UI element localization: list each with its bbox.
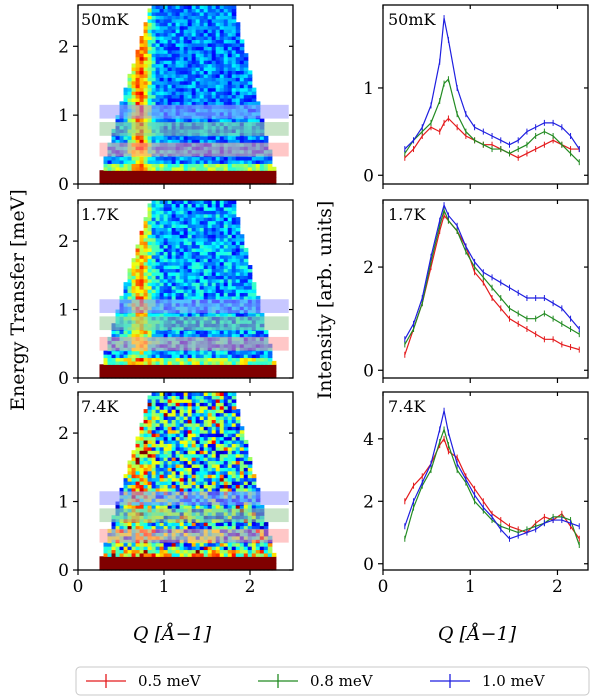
integration-band xyxy=(99,336,289,351)
right-x-axis-label: Q [Å−1] xyxy=(438,623,517,645)
y-tick-label: 1 xyxy=(58,106,69,126)
y-tick-label: 1 xyxy=(58,301,69,321)
heatmap-frame xyxy=(77,391,294,571)
heatmap-panel-7.4K xyxy=(99,392,289,571)
lineplot-panel-50mK xyxy=(404,15,580,166)
lineplot-frame xyxy=(382,199,589,379)
heatmap-panel-50mK xyxy=(99,5,289,185)
legend-label: 0.5 meV xyxy=(138,672,202,690)
y-tick-label: 0 xyxy=(363,361,374,381)
y-tick-label: 0 xyxy=(363,555,374,575)
heatmap-layer xyxy=(99,5,289,571)
left-y-axis-label: Energy Transfer [meV] xyxy=(7,189,29,411)
series-line xyxy=(404,78,580,163)
x-tick-label: 1 xyxy=(465,577,476,597)
y-tick-label: 0 xyxy=(58,175,69,195)
heatmap-frame xyxy=(77,199,294,379)
series-line xyxy=(404,17,580,150)
x-tick-label: 1 xyxy=(159,577,170,597)
legend-item: 1.0 meV xyxy=(430,672,546,690)
y-tick-label: 2 xyxy=(58,37,69,57)
x-tick-label: 2 xyxy=(245,577,256,597)
series-line xyxy=(404,427,580,546)
axes-layer: 0 1 2 50mK 0 1 2 1.7K 0 1 2 0 1 2 7.4K 0 1 50mK 0 2 1.7K 0 1 2 0… xyxy=(58,4,589,597)
legend-label: 0.8 meV xyxy=(310,672,374,690)
x-tick-label: 0 xyxy=(73,577,84,597)
legend: 0.5 meV 0.8 meV 1.0 meV xyxy=(75,666,590,696)
y-tick-label: 1 xyxy=(363,79,374,99)
heatmap-panel-label: 1.7K xyxy=(81,205,119,224)
series-line xyxy=(404,410,580,540)
legend-item: 0.8 meV xyxy=(258,672,374,690)
heatmap-panel-label: 50mK xyxy=(81,10,130,29)
y-tick-label: 2 xyxy=(363,258,374,278)
integration-band xyxy=(99,122,289,136)
x-tick-label: 2 xyxy=(552,577,563,597)
integration-band xyxy=(99,142,289,157)
y-tick-label: 0 xyxy=(58,369,69,389)
lineplot-panel-7.4K xyxy=(404,407,580,549)
series-line xyxy=(404,214,580,355)
right-y-axis-label: Intensity [arb. units] xyxy=(314,201,336,400)
lineplot-panel-label: 1.7K xyxy=(388,205,426,224)
heatmap-panel-label: 7.4K xyxy=(81,397,119,416)
left-x-axis-label: Q [Å−1] xyxy=(133,623,212,645)
series-line xyxy=(404,437,580,540)
lineplot-panel-1.7K xyxy=(404,202,580,358)
y-tick-label: 1 xyxy=(58,493,69,513)
y-tick-label: 2 xyxy=(58,424,69,444)
integration-band xyxy=(99,299,289,313)
legend-frame xyxy=(75,666,590,696)
y-tick-label: 0 xyxy=(58,561,69,581)
series-line xyxy=(404,208,580,345)
y-tick-label: 2 xyxy=(58,232,69,252)
series-line xyxy=(404,117,580,159)
x-tick-label: 0 xyxy=(378,577,389,597)
legend-label: 1.0 meV xyxy=(482,672,546,690)
integration-band xyxy=(99,508,289,523)
y-tick-label: 2 xyxy=(363,492,374,512)
integration-band xyxy=(99,491,289,505)
lineplot-panel-label: 50mK xyxy=(388,10,437,29)
series-line xyxy=(404,203,580,340)
heatmap-panel-1.7K xyxy=(99,200,289,379)
y-tick-label: 4 xyxy=(363,430,374,450)
legend-item: 0.5 meV xyxy=(86,672,202,690)
lineplot-frame xyxy=(382,391,589,571)
integration-band xyxy=(99,104,289,119)
y-tick-label: 0 xyxy=(363,166,374,186)
lineplot-layer xyxy=(404,15,580,549)
integration-band xyxy=(99,316,289,331)
integration-band xyxy=(99,528,289,543)
lineplot-panel-label: 7.4K xyxy=(388,397,426,416)
heatmap-frame xyxy=(77,4,294,185)
lineplot-frame xyxy=(382,4,589,185)
